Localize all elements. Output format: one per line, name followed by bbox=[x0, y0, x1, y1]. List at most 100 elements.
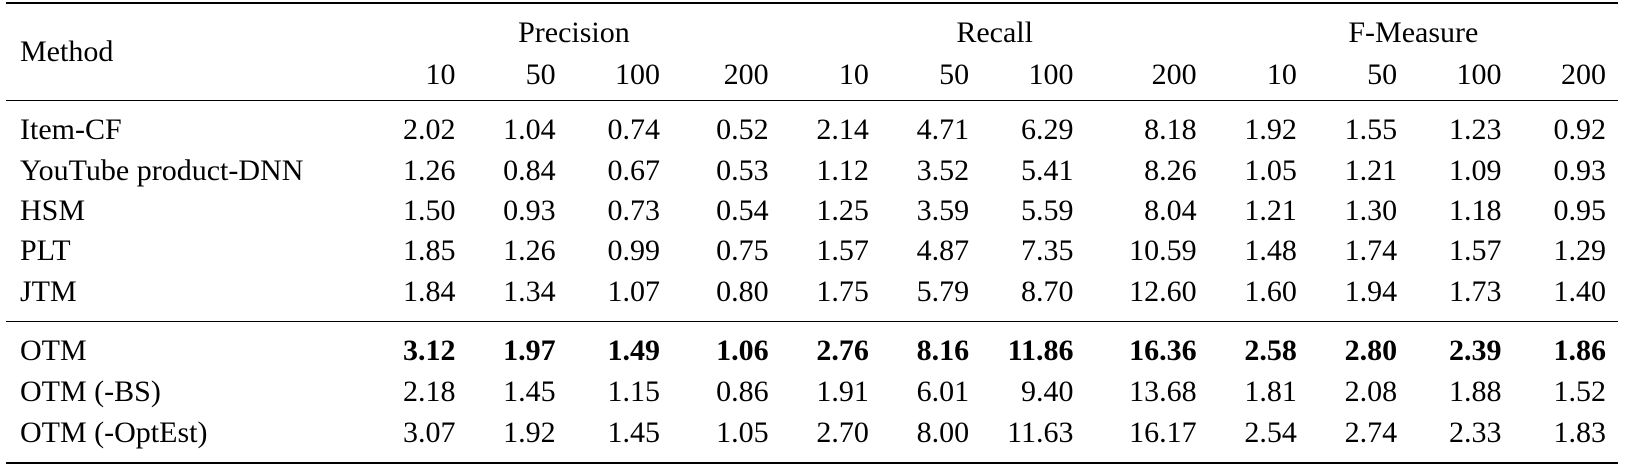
value-cell: 3.52 bbox=[916, 154, 970, 187]
value-cell: 3.12 bbox=[402, 334, 456, 367]
table-row: OTM (-OptEst) 3.07 1.92 1.45 1.05 2.70 8.00 11.… bbox=[6, 412, 1618, 463]
value-cell: 0.99 bbox=[607, 234, 661, 267]
value-cell: 1.06 bbox=[716, 334, 769, 367]
subheader-cell: 100 bbox=[615, 58, 661, 91]
subheader-cell: 100 bbox=[1456, 58, 1502, 91]
subheader-cell: 50 bbox=[939, 58, 970, 91]
value-cell: 1.73 bbox=[1449, 275, 1502, 308]
value-cell: 1.25 bbox=[816, 194, 869, 227]
value-cell: 5.41 bbox=[1020, 154, 1074, 187]
value-cell: 11.86 bbox=[1007, 334, 1074, 367]
value-cell: 1.45 bbox=[503, 375, 556, 408]
subheader-cell: 50 bbox=[525, 58, 556, 91]
subheader-cell: 200 bbox=[1151, 58, 1197, 91]
method-name-cell: OTM bbox=[20, 334, 87, 367]
method-name-cell: Item-CF bbox=[20, 113, 122, 146]
value-cell: 0.93 bbox=[1553, 154, 1607, 187]
otm-block: OTM 3.12 1.97 1.49 1.06 2.76 8.16 11.86 16.36 2.5… bbox=[6, 321, 1618, 463]
value-cell: 2.14 bbox=[816, 113, 869, 146]
value-cell: 16.17 bbox=[1129, 416, 1197, 449]
value-cell: 8.16 bbox=[916, 334, 970, 367]
table-row: HSM 1.50 0.93 0.73 0.54 1.25 3.59 5.59 8.04 1.21 1… bbox=[6, 191, 1618, 231]
value-cell: 1.55 bbox=[1344, 113, 1398, 146]
value-cell: 8.70 bbox=[1020, 275, 1074, 308]
method-name-cell: HSM bbox=[20, 194, 86, 227]
value-cell: 1.23 bbox=[1449, 113, 1502, 146]
value-cell: 12.60 bbox=[1129, 275, 1197, 308]
value-cell: 1.92 bbox=[503, 416, 556, 449]
value-cell: 10.59 bbox=[1129, 234, 1197, 267]
value-cell: 3.59 bbox=[916, 194, 970, 227]
value-cell: 1.83 bbox=[1553, 416, 1607, 449]
value-cell: 1.30 bbox=[1344, 194, 1398, 227]
value-cell: 11.63 bbox=[1007, 416, 1074, 449]
value-cell: 13.68 bbox=[1129, 375, 1197, 408]
subheader-cell: 10 bbox=[425, 58, 456, 91]
value-cell: 8.26 bbox=[1144, 154, 1197, 187]
value-cell: 0.92 bbox=[1553, 113, 1607, 146]
value-cell: 2.02 bbox=[402, 113, 456, 146]
value-cell: 1.29 bbox=[1553, 234, 1607, 267]
subheader-cell: 200 bbox=[723, 58, 769, 91]
value-cell: 0.54 bbox=[716, 194, 769, 227]
value-cell: 1.21 bbox=[1244, 194, 1297, 227]
value-cell: 6.29 bbox=[1020, 113, 1074, 146]
value-cell: 1.57 bbox=[1449, 234, 1502, 267]
value-cell: 2.80 bbox=[1344, 334, 1398, 367]
value-cell: 0.84 bbox=[503, 154, 556, 187]
value-cell: 2.18 bbox=[402, 375, 456, 408]
value-cell: 1.40 bbox=[1553, 275, 1607, 308]
value-cell: 1.57 bbox=[816, 234, 869, 267]
value-cell: 1.07 bbox=[607, 275, 661, 308]
value-cell: 1.50 bbox=[402, 194, 456, 227]
value-cell: 8.18 bbox=[1144, 113, 1197, 146]
value-cell: 1.05 bbox=[1244, 154, 1297, 187]
value-cell: 8.00 bbox=[916, 416, 970, 449]
method-header: Method bbox=[20, 35, 114, 68]
value-cell: 1.48 bbox=[1244, 234, 1297, 267]
value-cell: 2.08 bbox=[1344, 375, 1398, 408]
value-cell: 3.07 bbox=[402, 416, 456, 449]
value-cell: 1.84 bbox=[402, 275, 456, 308]
group-header-row: Method Precision Recall F-Measure bbox=[6, 3, 1618, 68]
value-cell: 1.12 bbox=[816, 154, 869, 187]
method-name-cell: OTM (-OptEst) bbox=[20, 416, 208, 449]
value-cell: 4.71 bbox=[916, 113, 970, 146]
value-cell: 1.97 bbox=[503, 334, 556, 367]
value-cell: 0.73 bbox=[607, 194, 661, 227]
value-cell: 5.79 bbox=[916, 275, 970, 308]
value-cell: 1.34 bbox=[503, 275, 556, 308]
table-row: Item-CF 2.02 1.04 0.74 0.52 2.14 4.71 6.29 8.18 1… bbox=[6, 101, 1618, 152]
value-cell: 1.81 bbox=[1244, 375, 1297, 408]
value-cell: 4.87 bbox=[916, 234, 970, 267]
value-cell: 2.39 bbox=[1449, 334, 1502, 367]
value-cell: 1.92 bbox=[1244, 113, 1297, 146]
value-cell: 7.35 bbox=[1020, 234, 1074, 267]
subheader-cell: 200 bbox=[1561, 58, 1606, 91]
value-cell: 0.74 bbox=[607, 113, 661, 146]
value-cell: 1.15 bbox=[607, 375, 661, 408]
value-cell: 1.05 bbox=[716, 416, 769, 449]
value-cell: 5.59 bbox=[1020, 194, 1074, 227]
subheader-cell: 10 bbox=[1266, 58, 1297, 91]
group-header-f-measure: F-Measure bbox=[1348, 16, 1479, 49]
value-cell: 1.49 bbox=[607, 334, 661, 367]
value-cell: 1.09 bbox=[1449, 154, 1502, 187]
value-cell: 1.75 bbox=[816, 275, 869, 308]
table-row: YouTube product-DNN 1.26 0.84 0.67 0.53 1.12 3… bbox=[6, 151, 1618, 191]
value-cell: 1.88 bbox=[1449, 375, 1502, 408]
table-row: OTM 3.12 1.97 1.49 1.06 2.76 8.16 11.86 16.36 2.5… bbox=[6, 322, 1618, 373]
value-cell: 1.86 bbox=[1553, 334, 1607, 367]
value-cell: 1.94 bbox=[1344, 275, 1398, 308]
value-cell: 1.85 bbox=[402, 234, 456, 267]
value-cell: 0.93 bbox=[503, 194, 556, 227]
subheader-cell: 10 bbox=[838, 58, 869, 91]
method-name-cell: PLT bbox=[20, 234, 71, 267]
group-header-precision: Precision bbox=[518, 16, 630, 49]
value-cell: 2.76 bbox=[816, 334, 869, 367]
value-cell: 0.95 bbox=[1553, 194, 1607, 227]
subheader-cell: 100 bbox=[1028, 58, 1074, 91]
value-cell: 0.86 bbox=[716, 375, 769, 408]
method-name-cell: JTM bbox=[20, 275, 77, 308]
value-cell: 0.80 bbox=[716, 275, 769, 308]
